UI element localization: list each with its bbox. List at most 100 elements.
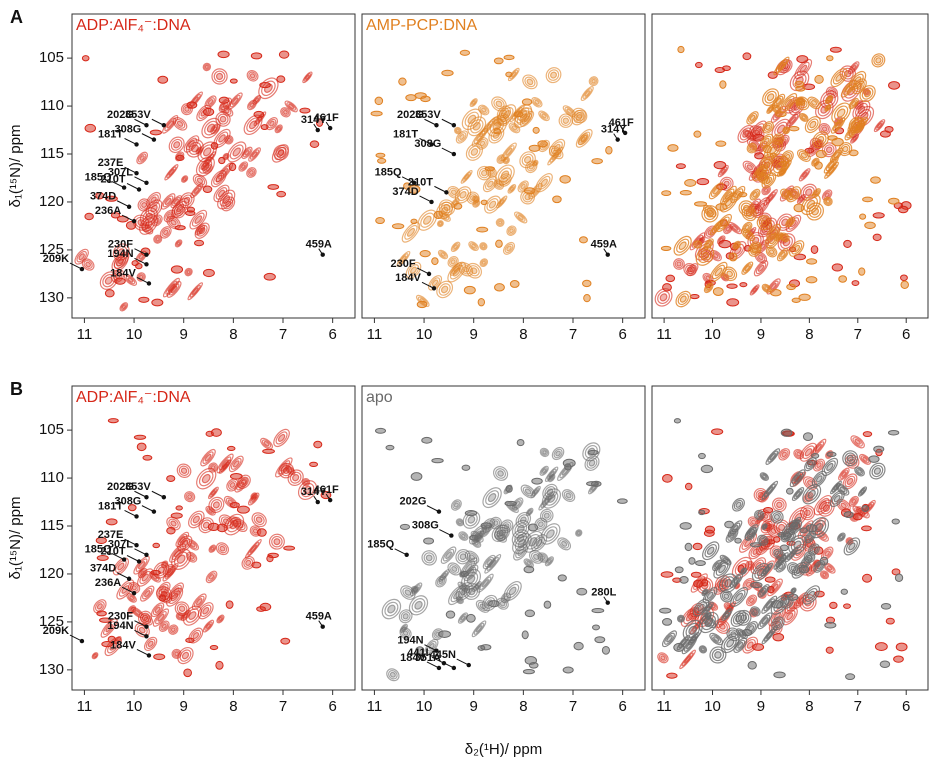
contour — [778, 167, 787, 177]
contour — [136, 272, 146, 282]
contour — [727, 530, 737, 541]
contour — [520, 183, 526, 190]
contour — [114, 272, 121, 280]
contour — [845, 673, 856, 681]
contour — [758, 217, 770, 229]
contour — [441, 572, 447, 579]
contour — [157, 75, 169, 84]
peak-label: 237E — [98, 157, 124, 169]
contour — [827, 135, 838, 141]
contour — [592, 624, 600, 631]
contour — [822, 504, 831, 512]
contour — [140, 570, 145, 576]
contour — [713, 559, 731, 579]
contour — [523, 558, 534, 569]
contour — [251, 496, 257, 502]
contour — [217, 50, 230, 59]
contour — [719, 166, 728, 176]
contour — [789, 116, 797, 124]
contour — [538, 110, 550, 122]
contour — [402, 587, 414, 598]
contour — [194, 215, 203, 224]
contour — [313, 440, 323, 449]
contour — [524, 559, 533, 567]
contour — [521, 630, 529, 640]
contour — [158, 620, 170, 632]
contour — [455, 128, 460, 133]
contour — [457, 612, 469, 624]
peak-label: 353V — [125, 109, 151, 121]
contour — [546, 529, 555, 539]
contour — [480, 259, 487, 266]
contour — [679, 522, 692, 530]
contour — [168, 283, 180, 296]
contour — [166, 475, 176, 482]
contour — [861, 504, 870, 513]
contour — [137, 153, 147, 163]
contour — [454, 127, 461, 134]
contour — [577, 133, 589, 146]
contour — [824, 95, 834, 104]
contour — [204, 64, 209, 70]
contour — [873, 55, 884, 66]
contour — [422, 215, 432, 225]
contour — [421, 436, 433, 444]
contour — [796, 97, 806, 106]
contour — [403, 182, 412, 190]
contour — [484, 556, 494, 568]
contour — [166, 526, 176, 535]
contour — [155, 237, 160, 242]
peak — [444, 190, 449, 195]
contour — [398, 609, 413, 624]
contour — [796, 55, 809, 64]
contour — [229, 482, 236, 488]
leader — [134, 548, 147, 556]
leader — [441, 661, 455, 669]
contour — [747, 661, 757, 670]
contour — [700, 647, 705, 652]
contour — [767, 71, 778, 79]
contour — [767, 578, 783, 597]
contour — [374, 96, 384, 106]
contour — [754, 152, 765, 160]
contour — [857, 486, 868, 497]
contour — [706, 210, 714, 218]
peak — [320, 252, 325, 257]
contour — [677, 615, 684, 622]
peak-label: 184V — [110, 267, 136, 279]
contour — [757, 612, 773, 630]
contour — [449, 564, 460, 574]
contour — [760, 219, 768, 227]
contour — [202, 185, 213, 194]
leader — [69, 262, 83, 270]
x-tick-label: 6 — [618, 326, 626, 343]
contour — [723, 593, 730, 600]
contour — [210, 489, 216, 496]
contour — [504, 158, 509, 163]
contour — [247, 541, 260, 556]
contour — [139, 155, 145, 161]
peak — [79, 638, 85, 644]
contour — [859, 213, 867, 220]
contour — [249, 149, 260, 160]
contour — [830, 68, 848, 88]
contour — [704, 239, 713, 249]
contour — [193, 239, 205, 247]
contour — [194, 175, 206, 186]
contour — [701, 578, 709, 587]
contour — [441, 69, 454, 77]
peak-label: 314Y — [301, 486, 327, 498]
contour — [562, 666, 574, 674]
contour — [795, 96, 810, 111]
leader — [434, 185, 447, 193]
contour — [162, 277, 180, 298]
contour — [770, 510, 784, 524]
peak-label: 353V — [415, 109, 441, 121]
contour — [399, 623, 408, 633]
contour — [860, 455, 870, 464]
leader — [134, 118, 147, 126]
contour — [240, 164, 246, 169]
contour — [229, 94, 241, 108]
contour — [772, 512, 782, 522]
contour — [787, 219, 793, 225]
